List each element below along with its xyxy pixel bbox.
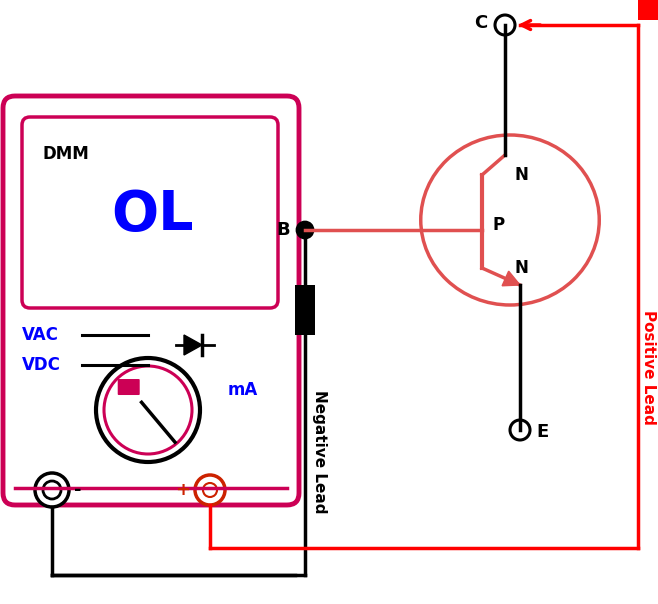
Circle shape (203, 483, 217, 497)
FancyBboxPatch shape (22, 117, 278, 308)
Circle shape (297, 222, 313, 238)
Text: Negative Lead: Negative Lead (311, 390, 326, 513)
Text: N: N (515, 259, 529, 277)
Circle shape (96, 358, 200, 462)
Text: P: P (492, 216, 504, 234)
Circle shape (43, 481, 61, 499)
Text: VAC: VAC (22, 326, 59, 344)
Text: mA: mA (228, 381, 258, 399)
Text: Positive Lead: Positive Lead (640, 310, 655, 425)
Bar (638, 0, 658, 20)
Circle shape (104, 366, 192, 454)
FancyBboxPatch shape (118, 379, 139, 395)
Circle shape (195, 475, 225, 505)
Text: +: + (175, 481, 190, 499)
Polygon shape (184, 335, 202, 355)
Circle shape (35, 473, 69, 507)
Text: C: C (474, 14, 487, 32)
Text: -: - (74, 481, 82, 499)
Text: N: N (515, 166, 529, 184)
Text: B: B (276, 221, 290, 239)
Ellipse shape (420, 135, 599, 305)
Circle shape (510, 420, 530, 440)
Text: DMM: DMM (42, 145, 89, 163)
FancyBboxPatch shape (3, 96, 299, 505)
Bar (295, 285, 315, 335)
Text: VDC: VDC (22, 356, 61, 374)
Polygon shape (502, 271, 520, 286)
Circle shape (495, 15, 515, 35)
Text: E: E (536, 423, 548, 441)
Text: OL: OL (111, 188, 193, 242)
